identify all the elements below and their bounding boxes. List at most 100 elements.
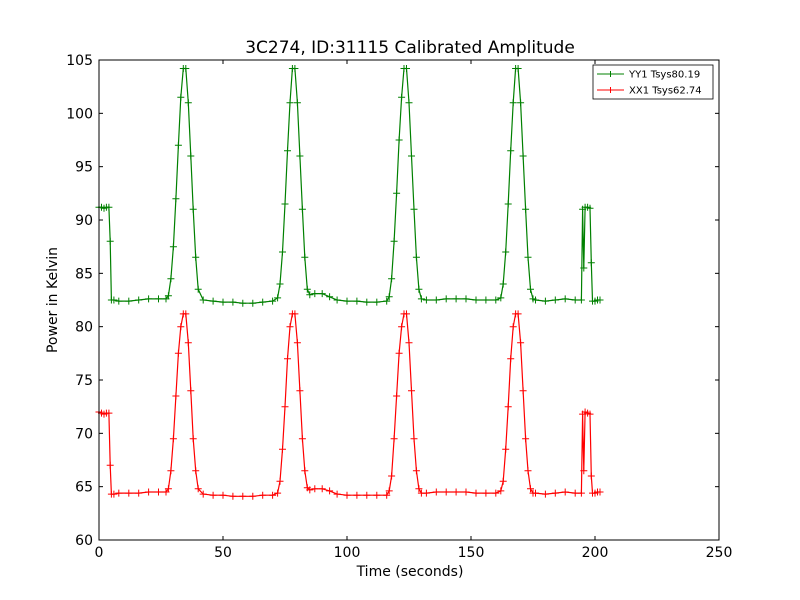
legend-marker-xx1 — [607, 87, 614, 93]
series-line — [98, 313, 600, 497]
data-point — [311, 485, 319, 493]
data-point — [412, 467, 420, 475]
data-point — [519, 387, 527, 395]
data-point — [373, 491, 381, 499]
data-point — [432, 296, 440, 304]
data-point — [259, 298, 267, 306]
data-point — [507, 147, 515, 155]
data-point — [442, 295, 450, 303]
data-point — [363, 491, 371, 499]
data-point — [422, 489, 430, 497]
data-point — [571, 489, 579, 497]
data-point — [497, 294, 505, 302]
y-tick-label: 105 — [66, 53, 93, 69]
data-point — [405, 99, 413, 107]
data-point — [532, 296, 539, 304]
data-point — [388, 472, 396, 480]
data-point — [363, 298, 371, 306]
data-point — [194, 285, 202, 293]
data-point — [169, 435, 177, 443]
data-point — [115, 489, 123, 497]
x-tick-label: 250 — [706, 545, 733, 561]
data-point — [286, 323, 294, 331]
data-point — [167, 467, 175, 475]
data-point — [239, 492, 247, 500]
y-axis-label: Power in Kelvin — [45, 247, 61, 353]
data-point — [269, 297, 277, 305]
x-axis-label: Time (seconds) — [356, 564, 464, 580]
data-point — [326, 293, 334, 301]
data-point — [527, 285, 534, 293]
data-point — [509, 323, 517, 331]
data-point — [383, 297, 391, 305]
series-1 — [95, 310, 604, 500]
data-point — [296, 387, 304, 395]
data-point — [408, 152, 415, 160]
data-point — [301, 253, 309, 261]
data-point — [291, 65, 299, 72]
data-point — [586, 204, 594, 212]
data-point — [398, 93, 406, 101]
legend-marker-yy1 — [607, 71, 614, 77]
data-point — [296, 152, 304, 160]
legend-box — [592, 64, 714, 100]
data-point — [286, 99, 294, 107]
data-point — [199, 490, 207, 498]
data-point — [318, 290, 326, 298]
data-point — [432, 488, 440, 496]
data-point — [169, 243, 177, 251]
y-tick-label: 90 — [75, 213, 93, 229]
data-point — [106, 461, 114, 469]
data-point — [514, 310, 522, 318]
data-point — [502, 445, 510, 453]
data-point — [577, 296, 585, 304]
data-point — [517, 339, 525, 347]
data-point — [239, 299, 247, 307]
data-point — [174, 349, 182, 357]
x-tick-label: 200 — [582, 545, 609, 561]
data-point — [274, 294, 282, 302]
data-point — [571, 296, 579, 304]
data-point — [412, 253, 420, 261]
plot-area — [99, 60, 719, 540]
data-point — [145, 488, 153, 496]
data-point — [105, 203, 113, 211]
data-point — [541, 297, 549, 305]
data-point — [551, 296, 559, 304]
data-point — [519, 152, 527, 160]
data-point — [504, 403, 512, 411]
y-tick-label: 95 — [75, 160, 93, 176]
data-point — [177, 93, 185, 101]
data-point — [442, 488, 450, 496]
data-point — [164, 292, 172, 300]
x-tick-label: 50 — [214, 545, 232, 561]
data-point — [580, 467, 588, 475]
data-point — [284, 147, 291, 155]
data-point — [472, 296, 480, 304]
data-point — [507, 355, 515, 363]
data-point — [281, 200, 289, 208]
data-point — [504, 200, 512, 208]
series-line — [99, 67, 600, 304]
y-tick-label: 80 — [75, 320, 93, 336]
data-point — [373, 298, 381, 306]
y-tick-label: 100 — [66, 106, 93, 122]
data-point — [393, 189, 401, 197]
data-point — [524, 253, 532, 261]
data-point — [343, 491, 351, 499]
data-point — [393, 392, 401, 400]
data-point — [303, 285, 311, 293]
data-point — [333, 296, 341, 304]
data-point — [301, 467, 309, 475]
data-point — [524, 467, 532, 475]
data-point — [509, 99, 517, 107]
x-tick-label: 100 — [334, 545, 361, 561]
data-point — [259, 491, 267, 499]
data-point — [219, 298, 227, 306]
data-point — [276, 477, 284, 485]
data-point — [517, 99, 525, 107]
data-point — [395, 349, 403, 357]
data-point — [353, 297, 361, 305]
data-point — [281, 403, 289, 411]
data-point — [177, 323, 185, 331]
